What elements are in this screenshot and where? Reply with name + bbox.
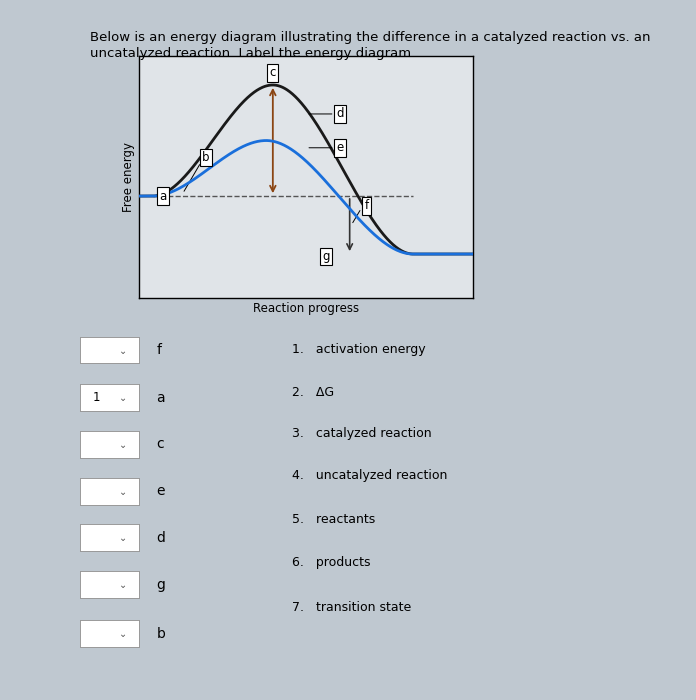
Y-axis label: Free energy: Free energy — [122, 141, 135, 211]
Text: 6.   products: 6. products — [292, 556, 371, 568]
Text: 1: 1 — [93, 391, 100, 404]
X-axis label: Reaction progress: Reaction progress — [253, 302, 359, 315]
Text: e: e — [157, 484, 165, 498]
Text: 3.   catalyzed reaction: 3. catalyzed reaction — [292, 428, 432, 440]
Text: a: a — [159, 190, 166, 202]
Text: d: d — [157, 531, 166, 545]
Text: 7.   transition state: 7. transition state — [292, 601, 411, 614]
Text: ⌄: ⌄ — [118, 393, 127, 403]
Text: 4.   uncatalyzed reaction: 4. uncatalyzed reaction — [292, 470, 448, 482]
Text: b: b — [157, 626, 166, 640]
Text: ⌄: ⌄ — [118, 440, 127, 450]
Text: 1.   activation energy: 1. activation energy — [292, 344, 426, 356]
Text: 5.   reactants: 5. reactants — [292, 513, 376, 526]
Text: Below is an energy diagram illustrating the difference in a catalyzed reaction v: Below is an energy diagram illustrating … — [90, 32, 651, 60]
Text: a: a — [157, 391, 165, 405]
Text: e: e — [336, 141, 343, 154]
Text: ⌄: ⌄ — [118, 346, 127, 356]
Text: c: c — [269, 66, 276, 79]
Text: g: g — [322, 250, 330, 263]
Text: c: c — [157, 438, 164, 452]
Text: ⌄: ⌄ — [118, 580, 127, 590]
Text: d: d — [336, 108, 343, 120]
Text: 2.   ΔG: 2. ΔG — [292, 386, 335, 398]
Text: ⌄: ⌄ — [118, 629, 127, 639]
Text: f: f — [157, 343, 161, 357]
Text: ⌄: ⌄ — [118, 487, 127, 497]
Text: ⌄: ⌄ — [118, 533, 127, 543]
Text: f: f — [364, 199, 368, 212]
Text: b: b — [203, 151, 209, 164]
Text: g: g — [157, 578, 166, 592]
